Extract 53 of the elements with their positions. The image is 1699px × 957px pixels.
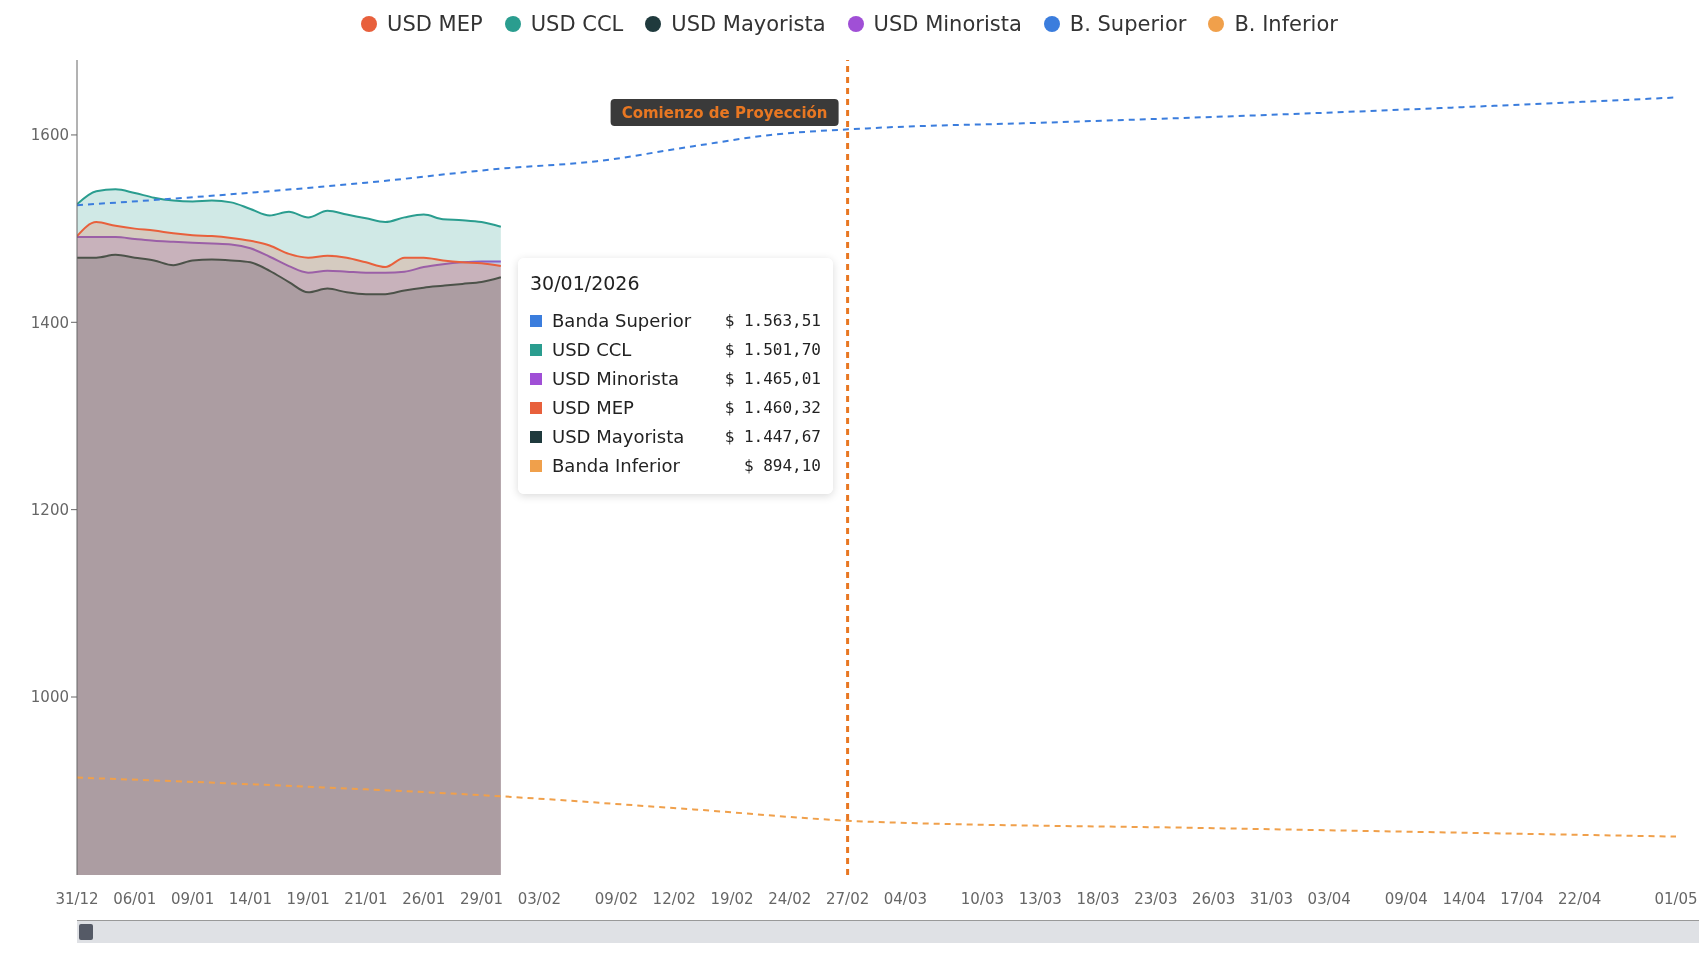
x-tick-label: 21/01 — [344, 889, 388, 908]
x-tick-label: 18/03 — [1076, 889, 1120, 908]
x-tick-label: 17/04 — [1500, 889, 1544, 908]
line-series — [77, 776, 1676, 838]
x-tick-label: 27/02 — [825, 889, 870, 908]
x-tick-label: 13/03 — [1018, 889, 1062, 908]
y-tick-label: 1000 — [30, 688, 69, 707]
x-tick-label: 29/01 — [459, 889, 504, 908]
x-tick-label: 31/12 — [55, 889, 99, 908]
x-tick-label: 26/01 — [402, 889, 446, 908]
x-tick-label: 06/01 — [113, 889, 157, 908]
x-tick-label: 19/02 — [710, 889, 754, 908]
legend-label: USD MEP — [387, 12, 483, 36]
legend-label: USD CCL — [530, 12, 624, 36]
x-tick-label: 23/03 — [1134, 889, 1178, 908]
x-tick-label: 26/03 — [1192, 889, 1236, 908]
annotation: Banda Inferior — [552, 455, 681, 476]
x-tick-label: 14/01 — [228, 889, 272, 908]
x-tick-label: 12/02 — [652, 889, 696, 908]
annotation: $ 1.447,67 — [724, 427, 821, 446]
legend-label: B. Inferior — [1234, 12, 1338, 36]
annotation: USD Mayorista — [552, 426, 686, 447]
y-tick-label: 1200 — [30, 500, 69, 519]
x-tick-label: 09/02 — [594, 889, 639, 908]
legend-label: USD Minorista — [873, 12, 1022, 36]
x-tick-label: 24/02 — [768, 889, 812, 908]
annotation: $ 1.465,01 — [724, 369, 821, 388]
ref-line-label: Comienzo de Proyección — [621, 104, 828, 122]
x-tick-label: 10/03 — [960, 889, 1005, 908]
legend-label: USD Mayorista — [671, 12, 826, 36]
annotation: USD MEP — [552, 397, 635, 418]
annotation: Banda Superior — [552, 310, 693, 331]
x-tick-label: 14/04 — [1442, 889, 1486, 908]
x-tick-label: 09/01 — [170, 889, 215, 908]
annotation: $ 1.460,32 — [724, 398, 821, 417]
x-tick-label: 31/03 — [1249, 889, 1294, 908]
x-tick-label: 09/04 — [1384, 889, 1428, 908]
annotation: USD Minorista — [552, 368, 680, 389]
annotation: $ 894,10 — [743, 456, 821, 475]
annotation: USD CCL — [552, 339, 633, 360]
y-tick-label: 1400 — [30, 313, 69, 332]
x-tick-label: 22/04 — [1558, 889, 1602, 908]
annotation: $ 1.501,70 — [724, 340, 821, 359]
line-series — [77, 96, 1676, 207]
annotation: 30/01/2026 — [530, 272, 641, 294]
x-tick-label: 04/03 — [883, 889, 928, 908]
x-tick-label: 01/05 — [1654, 889, 1698, 908]
legend-label: B. Superior — [1069, 12, 1187, 36]
annotation: $ 1.563,51 — [724, 311, 821, 330]
x-tick-label: 03/04 — [1307, 889, 1351, 908]
x-tick-label: 19/01 — [286, 889, 330, 908]
x-tick-label: 03/02 — [517, 889, 561, 908]
y-tick-label: 1600 — [30, 126, 69, 145]
